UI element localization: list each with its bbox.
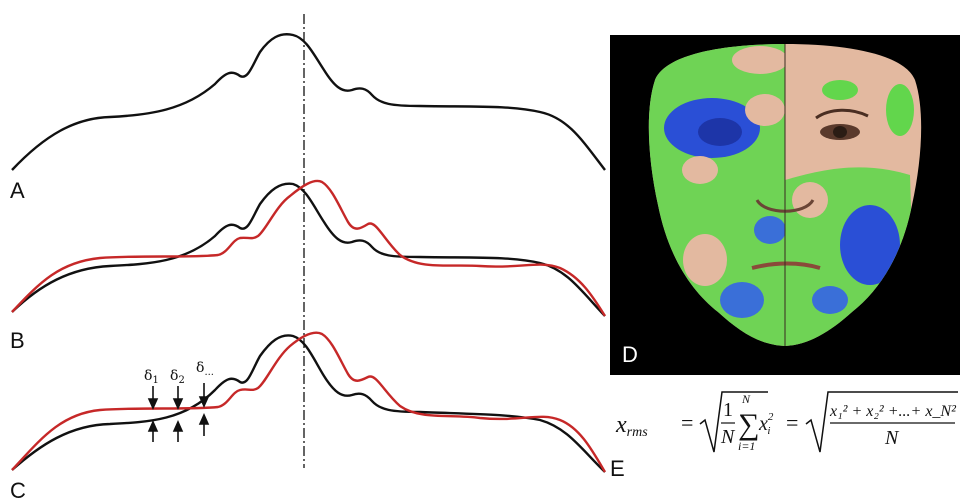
frac1-num: 1 [723, 399, 733, 421]
rhs-num: x₁² + x₂² +...+ x_N² [829, 403, 957, 420]
equation-lhs: xrms [615, 412, 648, 440]
delta-label-2: δ2 [170, 368, 185, 386]
profile-curve-reference [11, 334, 606, 473]
radical-2 [805, 391, 958, 453]
delta-label-n: δ... [196, 360, 214, 378]
rhs-den: N [884, 427, 900, 449]
delta-label-1: δ1 [144, 368, 159, 386]
panel-d: D [610, 35, 960, 375]
panel-label-d: D [622, 342, 638, 367]
svg-text:=: = [786, 410, 798, 435]
deviation-arrows [147, 383, 210, 442]
sum-bottom: i=1 [738, 439, 755, 453]
sum-top: N [741, 392, 751, 406]
panel-label-e: E [610, 456, 625, 481]
profile-curve-shifted [11, 179, 607, 317]
panel-label-b: B [10, 328, 25, 353]
profile-curve-shifted [11, 331, 607, 473]
sum-term: x2 i [758, 411, 774, 437]
panel-label-a: A [10, 178, 25, 203]
panel-c: δ1 δ2 δ... C [10, 331, 607, 500]
svg-text:=: = [681, 410, 693, 435]
profile-curve-reference [11, 33, 606, 171]
panel-label-c: C [10, 478, 26, 500]
panel-b: B [10, 179, 607, 353]
profile-curve-reference [11, 182, 606, 317]
frac1-den: N [720, 426, 736, 448]
panel-a: A [10, 33, 606, 203]
radical-1 [699, 391, 768, 453]
sum-sign: ∑ [738, 408, 759, 441]
panel-e: xrms = 1 N N ∑ i=1 x2 i = x₁² + x₂² +...+… [610, 391, 958, 481]
